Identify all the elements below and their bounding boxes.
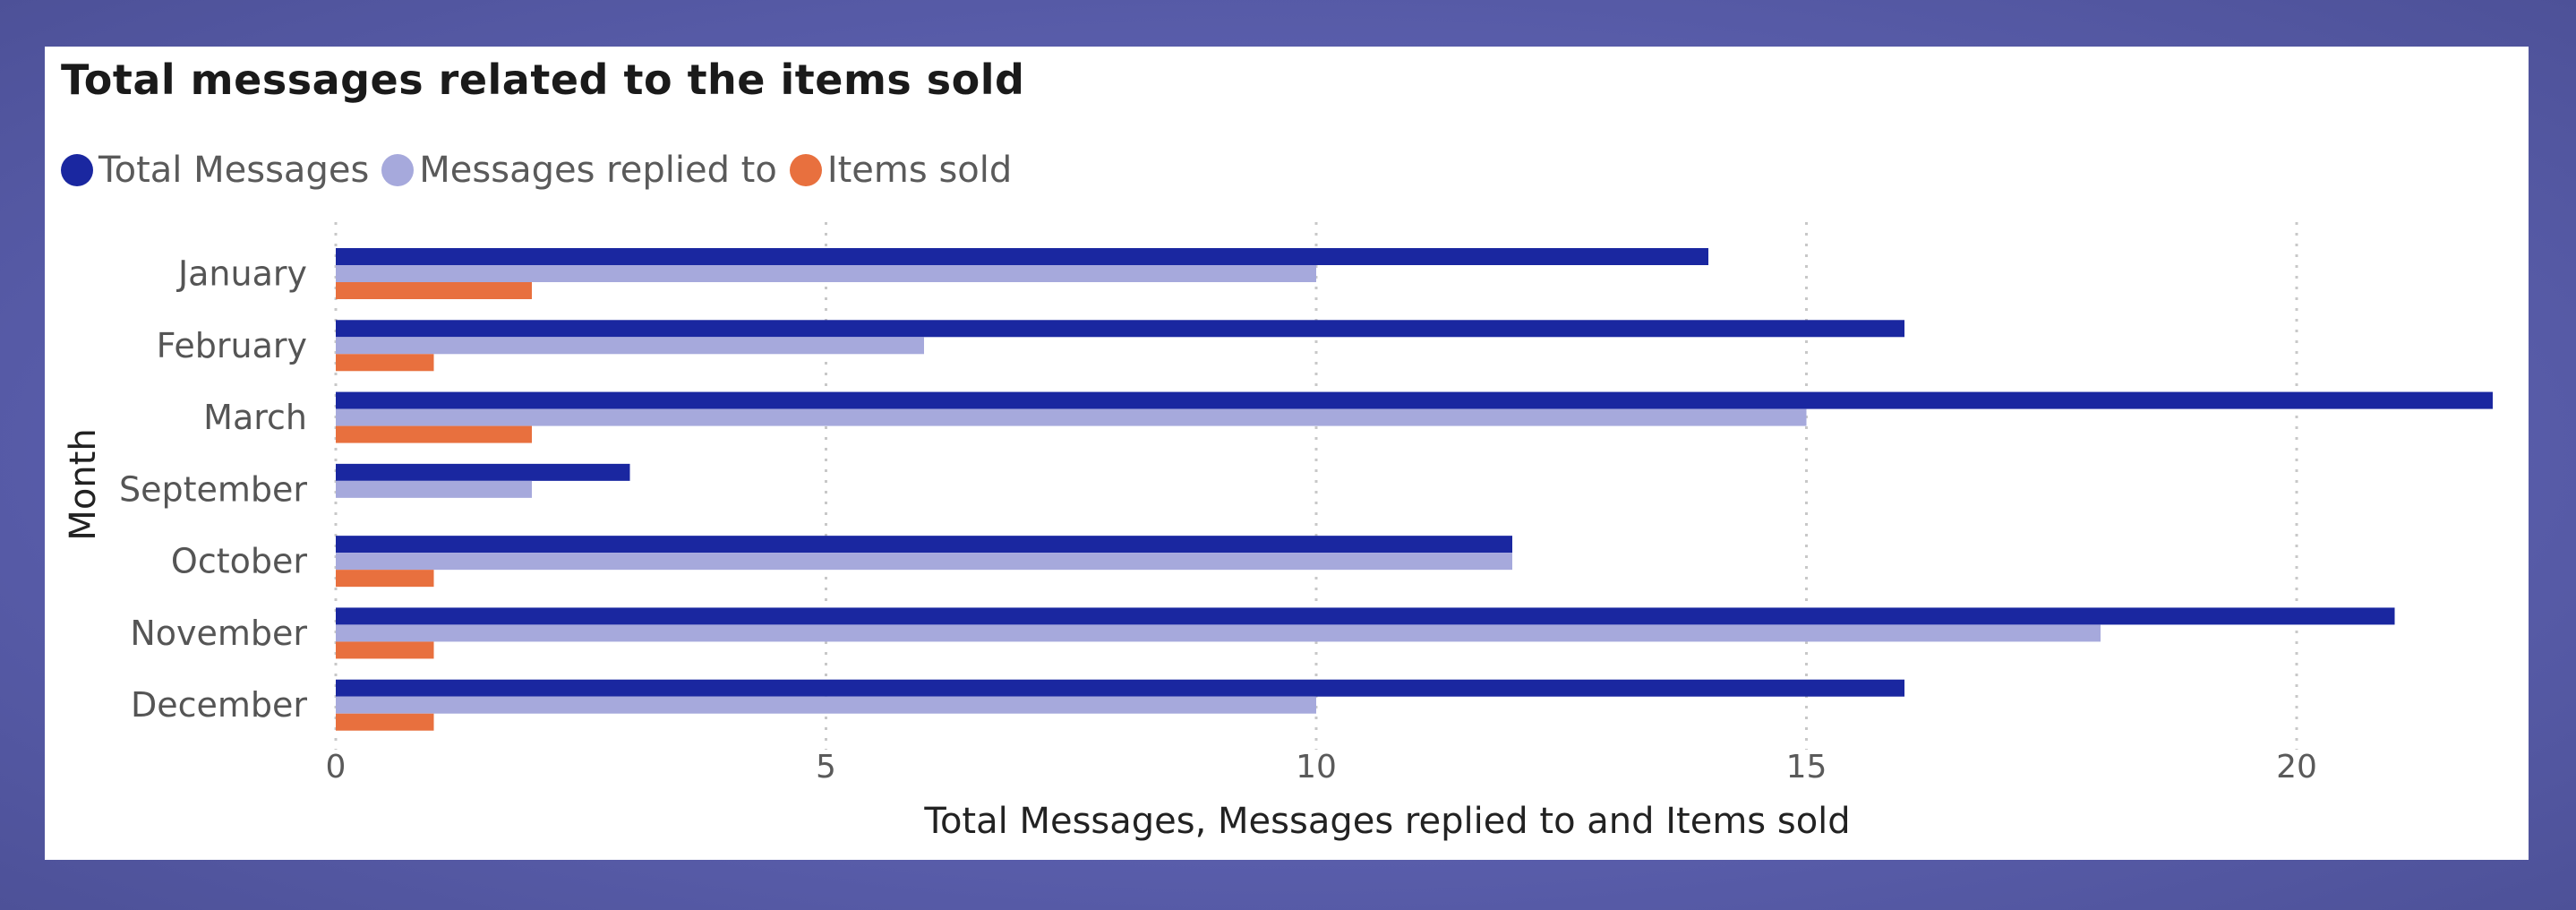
x-axis-title: Total Messages, Messages replied to and … xyxy=(923,801,1850,842)
bar-total-messages-february xyxy=(336,320,1904,338)
bar-messages-replied-to-march xyxy=(336,408,1807,426)
legend-label-messages-replied: Messages replied to xyxy=(419,150,777,191)
chart-card: Total messages related to the items sold… xyxy=(45,47,2529,860)
y-category-label-february: February xyxy=(157,326,307,365)
bar-total-messages-november xyxy=(336,607,2395,625)
bar-items-sold-march xyxy=(336,425,532,443)
x-tick-label-5: 5 xyxy=(816,749,836,786)
bar-total-messages-january xyxy=(336,248,1708,265)
bar-messages-replied-to-january xyxy=(336,265,1316,282)
bar-messages-replied-to-february xyxy=(336,337,924,355)
bar-items-sold-october xyxy=(336,570,434,588)
bar-items-sold-november xyxy=(336,641,434,659)
bar-items-sold-december xyxy=(336,713,434,731)
y-category-label-march: March xyxy=(203,398,307,437)
y-category-label-january: January xyxy=(176,254,307,294)
bar-items-sold-january xyxy=(336,282,532,299)
y-category-label-october: October xyxy=(171,542,307,581)
bar-messages-replied-to-december xyxy=(336,696,1316,714)
bar-total-messages-december xyxy=(336,679,1904,697)
bar-messages-replied-to-october xyxy=(336,553,1512,571)
y-axis-title: Month xyxy=(63,428,104,540)
legend-marker-total-messages xyxy=(61,154,93,186)
bar-messages-replied-to-november xyxy=(336,624,2101,642)
x-tick-label-15: 15 xyxy=(1786,749,1827,786)
bar-total-messages-september xyxy=(336,463,630,481)
legend-marker-messages-replied xyxy=(381,154,415,186)
bar-total-messages-october xyxy=(336,536,1512,554)
y-category-label-september: September xyxy=(119,469,307,509)
bar-chart-plot: 0 5 10 15 20 January February March September Oct… xyxy=(63,222,2493,842)
legend-item-items-sold[interactable]: Items sold xyxy=(789,150,1013,191)
legend-label-items-sold: Items sold xyxy=(826,150,1013,191)
legend-marker-items-sold xyxy=(789,154,822,186)
bar-messages-replied-to-september xyxy=(336,480,532,498)
legend-item-messages-replied[interactable]: Messages replied to xyxy=(381,150,777,191)
x-tick-label-0: 0 xyxy=(326,749,347,786)
x-tick-label-20: 20 xyxy=(2276,749,2317,786)
bar-items-sold-february xyxy=(336,354,434,372)
legend-item-total-messages[interactable]: Total Messages xyxy=(61,150,369,191)
legend: Total Messages Messages replied to Items… xyxy=(61,143,1024,197)
x-tick-label-10: 10 xyxy=(1296,749,1337,786)
y-category-label-november: November xyxy=(130,614,307,653)
y-category-label-december: December xyxy=(131,685,307,725)
chart-title: Total messages related to the items sold xyxy=(61,56,1025,104)
bar-total-messages-march xyxy=(336,391,2493,409)
legend-label-total-messages: Total Messages xyxy=(98,150,370,191)
